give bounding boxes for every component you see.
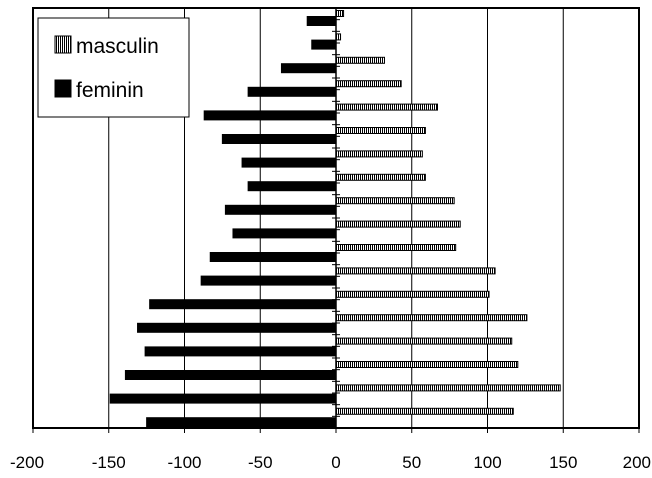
bar-feminin — [210, 253, 336, 262]
legend-swatch-feminin — [55, 80, 71, 97]
x-tick-label: -200 — [10, 453, 44, 472]
x-tick-label: 50 — [402, 453, 421, 472]
bar-feminin — [248, 87, 336, 96]
bar-feminin — [201, 276, 336, 285]
x-tick-label: 100 — [473, 453, 501, 472]
bar-masculin — [336, 128, 425, 134]
bar-feminin — [312, 40, 336, 49]
bar-masculin — [336, 291, 489, 297]
bar-masculin — [336, 315, 527, 321]
legend-box — [38, 18, 189, 117]
legend: masculin feminin — [38, 18, 189, 117]
bar-feminin — [145, 347, 336, 356]
bar-masculin — [336, 245, 456, 251]
bar-feminin — [147, 418, 336, 427]
bar-feminin — [281, 64, 336, 73]
bar-masculin — [336, 151, 422, 157]
bar-masculin — [336, 385, 560, 391]
bar-masculin — [336, 11, 344, 17]
x-tick-label: 200 — [623, 453, 651, 472]
x-tick-labels: -200 -150 -100 -50 0 50 100 150 200 — [10, 453, 651, 472]
bar-masculin — [336, 81, 401, 87]
bar-masculin — [336, 268, 495, 274]
bar-masculin — [336, 104, 438, 110]
bar-feminin — [125, 371, 336, 380]
x-tick-label: -100 — [167, 453, 201, 472]
bar-feminin — [138, 323, 336, 332]
bar-feminin — [307, 17, 336, 26]
bar-feminin — [222, 135, 336, 144]
x-tick-label: -150 — [92, 453, 126, 472]
bar-masculin — [336, 174, 425, 180]
bar-masculin — [336, 221, 460, 227]
bar-feminin — [225, 205, 336, 214]
bar-feminin — [204, 111, 336, 120]
x-tick-label: 0 — [331, 453, 340, 472]
bar-masculin — [336, 338, 512, 344]
legend-swatch-masculin — [55, 36, 71, 53]
legend-label-feminin: feminin — [76, 79, 144, 102]
bar-feminin — [248, 182, 336, 191]
bar-feminin — [150, 300, 336, 309]
bar-masculin — [336, 198, 454, 204]
x-tick-label: 150 — [549, 453, 577, 472]
x-tick-label: -50 — [248, 453, 273, 472]
bar-feminin — [110, 394, 336, 403]
legend-label-masculin: masculin — [76, 35, 159, 58]
bar-feminin — [233, 229, 336, 238]
bar-masculin — [336, 408, 513, 414]
bar-feminin — [242, 158, 336, 167]
bar-masculin — [336, 57, 384, 63]
bar-masculin — [336, 362, 518, 368]
